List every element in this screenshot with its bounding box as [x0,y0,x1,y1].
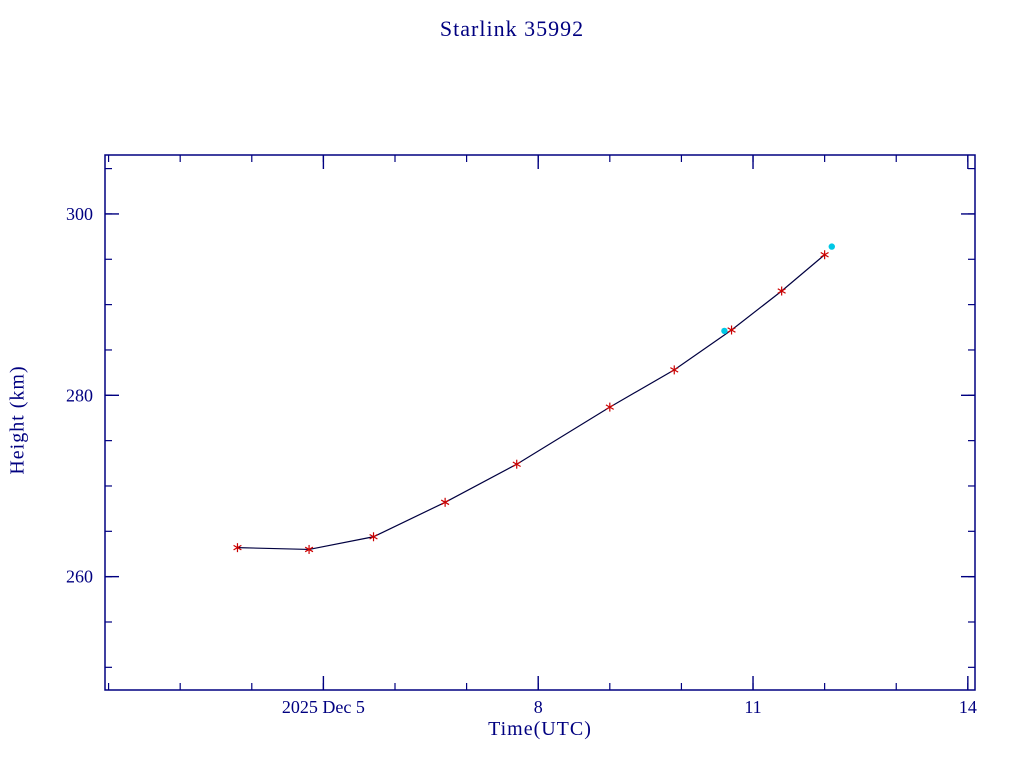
data-point-marker [304,546,314,553]
data-point-marker [512,461,521,467]
data-point-marker [440,499,450,506]
data-point-marker [369,533,378,540]
highlight-point-marker [721,327,728,335]
x-tick-label: 14 [959,697,977,717]
highlight-point-marker [828,243,835,250]
x-tick-label: 8 [534,697,543,717]
data-point-marker [605,404,615,410]
x-tick-label: 2025 Dec 5 [282,697,365,717]
x-axis-label: Time(UTC) [488,718,592,740]
y-tick-label: 260 [66,567,93,587]
data-point-marker [820,251,829,258]
data-point-marker [233,544,242,551]
data-point-marker [670,367,679,373]
x-tick-label: 11 [744,697,761,717]
plot-frame [104,154,976,691]
height-data-line [237,254,826,551]
data-point-marker [777,288,786,294]
y-tick-label: 280 [66,385,93,405]
chart-title: Starlink 35992 [439,16,585,41]
data-point-marker [727,327,736,333]
y-tick-label: 300 [66,204,93,224]
